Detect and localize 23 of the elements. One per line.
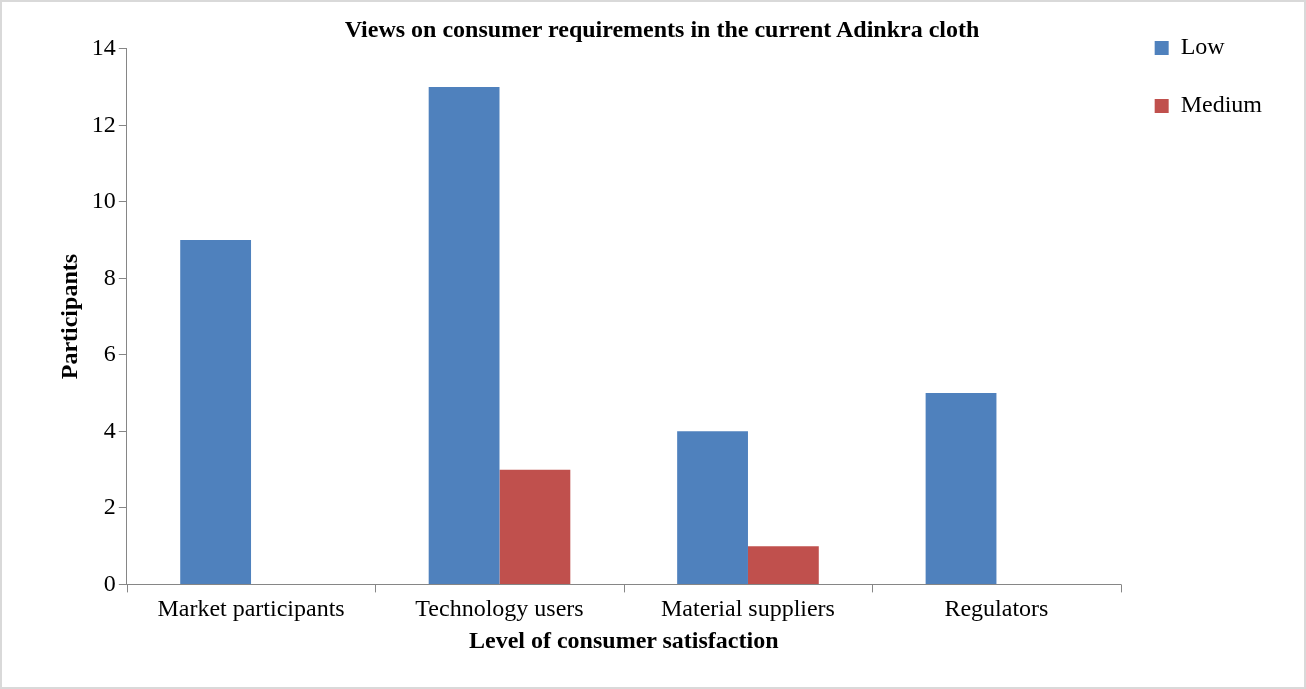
bar xyxy=(180,240,252,584)
bar xyxy=(428,87,500,584)
x-tick-label: Material suppliers xyxy=(660,595,835,622)
y-tick-label: 0 xyxy=(103,569,116,596)
chart-title: Views on consumer requirements in the current Adinkra cloth xyxy=(344,15,980,42)
bar xyxy=(747,546,819,584)
y-tick-label: 8 xyxy=(103,263,116,290)
legend-label: Low xyxy=(1180,33,1226,60)
bar xyxy=(925,393,997,584)
y-tick-label: 10 xyxy=(91,187,116,214)
bar xyxy=(499,469,571,584)
x-tick-label: Technology users xyxy=(415,595,584,622)
x-axis-title: Level of consumer satisfaction xyxy=(468,626,779,653)
y-tick-label: 2 xyxy=(103,493,116,520)
y-tick-label: 6 xyxy=(103,340,116,367)
x-tick-label: Regulators xyxy=(944,595,1049,622)
legend-label: Medium xyxy=(1180,91,1263,118)
x-tick-label: Market participants xyxy=(157,595,345,622)
y-tick-label: 4 xyxy=(103,416,116,443)
y-tick-label: 14 xyxy=(91,34,116,61)
y-tick-label: 12 xyxy=(91,110,116,137)
y-axis-title: Participants xyxy=(55,253,82,380)
bar xyxy=(677,431,748,584)
